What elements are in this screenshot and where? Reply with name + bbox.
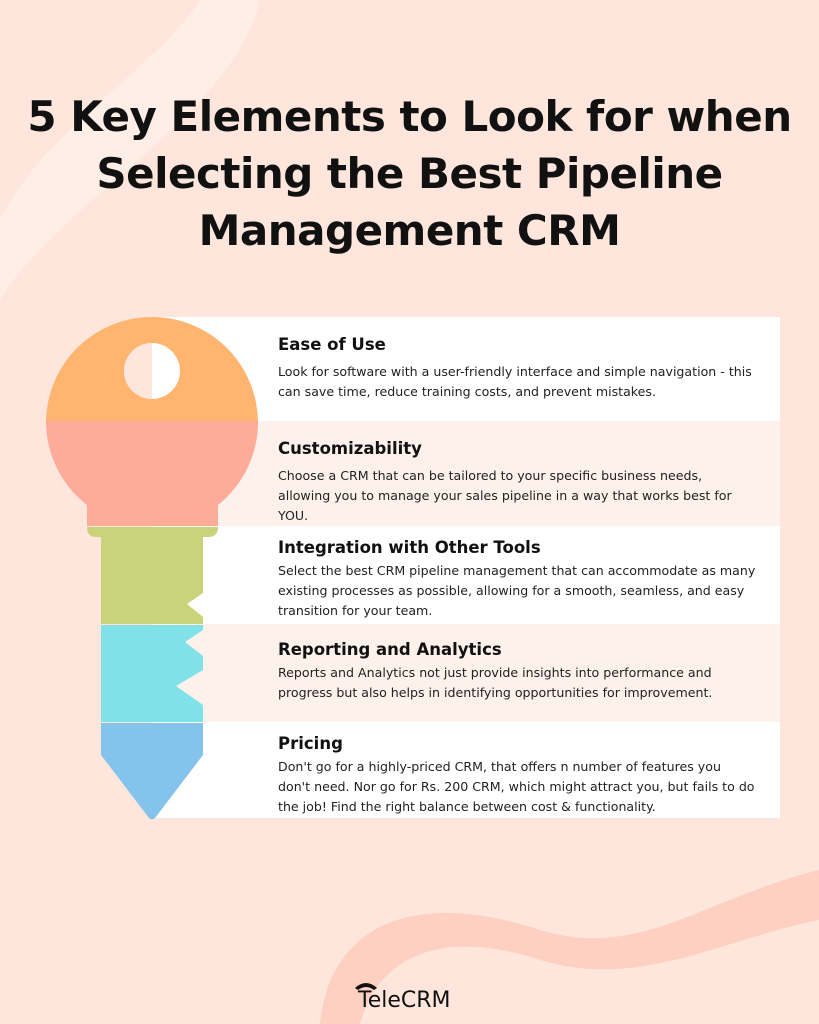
item-ease-of-use: Ease of Use Look for software with a user…	[152, 317, 780, 421]
item-heading: Reporting and Analytics	[278, 640, 502, 659]
telephone-icon	[355, 983, 377, 990]
key-head-top	[46, 317, 258, 421]
key-shaft-green	[87, 527, 218, 624]
item-reporting: Reporting and Analytics Reports and Analy…	[152, 624, 780, 722]
item-text: Reports and Analytics not just provide i…	[278, 665, 713, 700]
item-pricing: Pricing Don't go for a highly-priced CRM,…	[152, 722, 780, 818]
item-customizability: Customizability Choose a CRM that can be …	[152, 421, 780, 526]
telecrm-logo: TeleCRM	[354, 978, 474, 1018]
key-head-bottom	[45, 421, 259, 526]
item-heading: Ease of Use	[278, 335, 386, 354]
item-heading: Pricing	[278, 734, 343, 753]
item-text: Look for software with a user-friendly i…	[278, 364, 752, 399]
logo-text: TeleCRM	[358, 988, 451, 1013]
page-title: 5 Key Elements to Look for when Selectin…	[27, 92, 792, 255]
item-text: Choose a CRM that can be tailored to you…	[278, 468, 732, 523]
item-text: Select the best CRM pipeline management …	[278, 563, 756, 618]
key-tip-blue	[101, 723, 203, 820]
item-text: Don't go for a highly-priced CRM, that o…	[278, 759, 755, 814]
key-shaft-cyan	[101, 625, 203, 722]
item-integration: Integration with Other Tools Select the b…	[152, 526, 780, 624]
item-heading: Integration with Other Tools	[278, 538, 541, 557]
item-heading: Customizability	[278, 439, 422, 458]
